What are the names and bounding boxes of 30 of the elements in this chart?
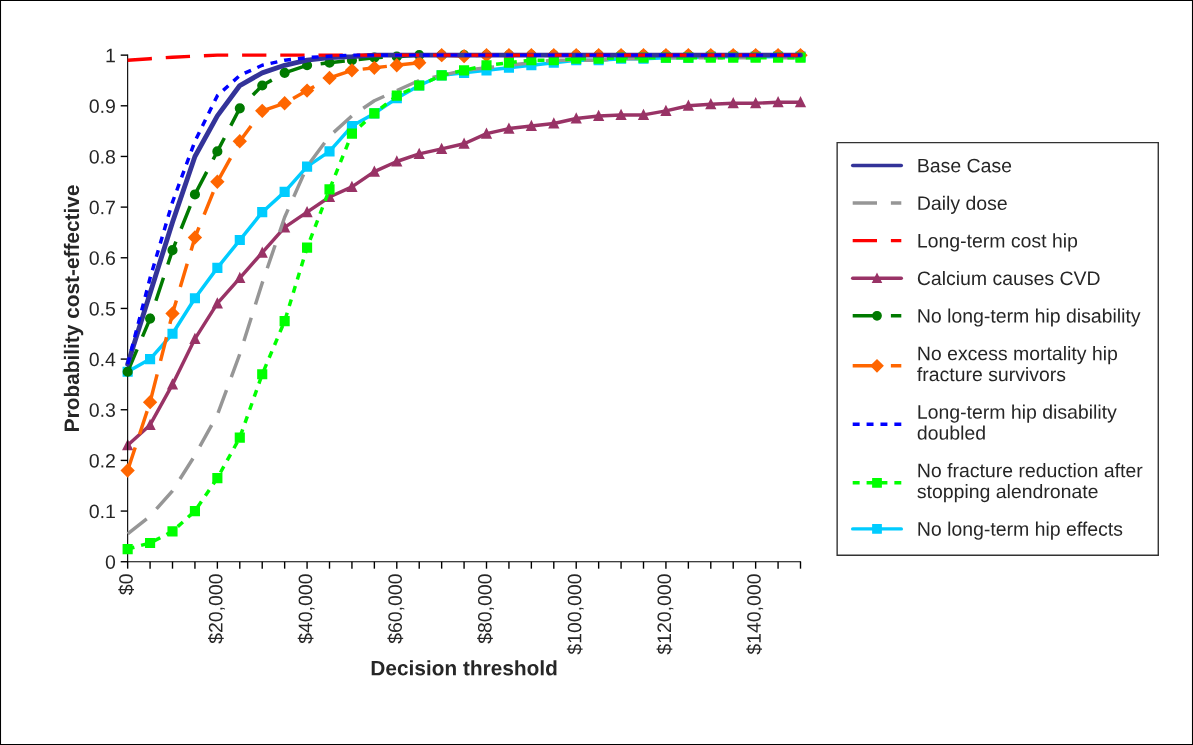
y-tick-label: 1 <box>106 48 115 63</box>
x-tick-label: $120,000 <box>656 574 674 655</box>
x-tick-label: $80,000 <box>477 574 495 644</box>
legend-label: No long-term hip effects <box>918 521 1123 540</box>
x-axis-title: Decision threshold <box>371 660 557 676</box>
y-tick-label: 0.7 <box>89 200 115 215</box>
legend-label: No long-term hip disability <box>918 308 1141 327</box>
legend-label: Long-term cost hip <box>918 233 1078 252</box>
legend-label: Calcium causes CVD <box>917 270 1100 286</box>
x-tick-label: $140,000 <box>746 574 764 655</box>
x-tick-label: $40,000 <box>297 574 315 644</box>
y-tick-label: 0.1 <box>89 504 115 519</box>
legend-label: Long-term hip disability doubled <box>917 404 1117 440</box>
y-tick-label: 0.5 <box>89 301 116 316</box>
y-tick-label: 0 <box>105 555 116 569</box>
legend-label: Base Case <box>918 158 1012 173</box>
y-tick-label: 0.6 <box>89 251 115 266</box>
y-tick-label: 0.4 <box>89 352 116 367</box>
y-tick-label: 0.9 <box>89 99 115 114</box>
legend-label: No fracture reduction after stopping alendronate <box>917 463 1143 503</box>
y-axis-title: Probability cost-effective <box>63 185 84 431</box>
y-tick-label: 0.2 <box>89 453 115 468</box>
x-tick-label: $100,000 <box>566 574 584 655</box>
y-tick-label: 0.3 <box>89 403 115 417</box>
y-tick-label: 0.8 <box>89 149 115 164</box>
legend-label: Daily dose <box>918 195 1007 214</box>
x-tick-label: $60,000 <box>387 574 405 644</box>
legend-label: No excess mortality hip fracture survivors <box>917 346 1118 382</box>
x-tick-label: $0 <box>118 574 135 595</box>
x-tick-label: $20,000 <box>208 574 225 644</box>
